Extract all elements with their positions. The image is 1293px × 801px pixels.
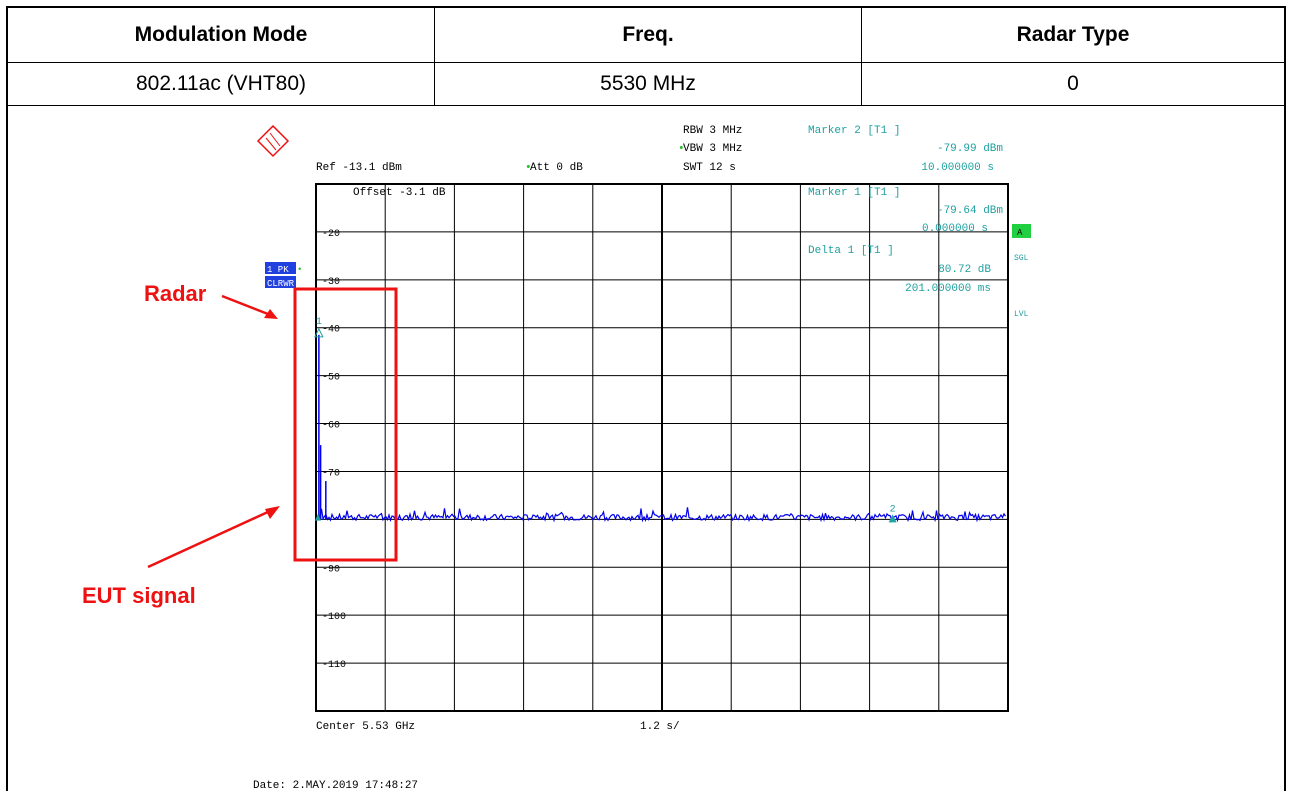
marker-2-label: 2 [890, 504, 896, 515]
rbw-label: RBW 3 MHz [683, 125, 742, 137]
trace-badge-2 [265, 276, 296, 288]
trace-group [316, 507, 1006, 523]
svg-text:•: • [297, 265, 302, 275]
marker-group: 12 [314, 317, 897, 523]
value-modulation: 802.11ac (VHT80) [8, 63, 435, 105]
svg-text:•: • [678, 143, 685, 155]
badge-lvl: LVL [1014, 310, 1029, 319]
m1-title: Marker 1 [T1 ] [808, 187, 900, 199]
d1-level: 80.72 dB [938, 264, 991, 276]
m1-time: 0.000000 s [922, 223, 988, 235]
badge-a [1012, 224, 1031, 238]
trace-mode-2: CLRWR [267, 279, 295, 289]
header-freq: Freq. [435, 8, 862, 62]
result-table: Modulation Mode Freq. Radar Type 802.11a… [6, 6, 1286, 792]
y-tick-label: -50 [322, 373, 340, 384]
eut-arrow [147, 509, 271, 569]
xdiv-label: 1.2 s/ [640, 721, 680, 733]
m2-title: Marker 2 [T1 ] [808, 125, 900, 137]
center-label: Center 5.53 GHz [316, 721, 415, 733]
vbw-label: VBW 3 MHz [683, 143, 742, 155]
radar-arrow [221, 294, 274, 318]
y-tick-label: -110 [322, 660, 346, 671]
d1-title: Delta 1 [T1 ] [808, 245, 894, 257]
marker-2-point [888, 514, 897, 523]
y-tick-label: -30 [322, 277, 340, 288]
y-tick-label: -20 [322, 229, 340, 240]
m1-level: -79.64 dBm [937, 205, 1003, 217]
header-radar-type: Radar Type [1016, 23, 1130, 46]
marker-1-label: 1 [316, 317, 322, 328]
y-tick-label: -90 [322, 564, 340, 575]
spectrum-plot: RBW 3 MHz • VBW 3 MHz SWT 12 s Ref -13.1… [147, 124, 1031, 792]
y-tick-label: -70 [322, 468, 340, 479]
svg-text:•: • [525, 162, 532, 174]
radar-highlight-box [293, 287, 398, 562]
eut-annotation: EUT signal [82, 583, 196, 608]
offset-label: Offset -3.1 dB [353, 187, 446, 199]
swt-label: SWT 12 s [683, 162, 736, 174]
m2-level: -79.99 dBm [937, 143, 1003, 155]
header-row: Modulation Mode Freq. Radar Type [8, 8, 1284, 63]
spectrum-plot-area: RBW 3 MHz • VBW 3 MHz SWT 12 s Ref -13.1… [8, 106, 1284, 792]
badge-sgl: SGL [1014, 254, 1029, 263]
badge-a-label: A [1017, 228, 1023, 238]
trace-badge-1 [265, 262, 296, 274]
trace-mode-1: 1 PK [267, 265, 289, 275]
rs-logo-icon [256, 124, 290, 158]
ref-label: Ref -13.1 dBm [316, 162, 402, 174]
att-label: Att 0 dB [530, 162, 583, 174]
y-tick-label: -60 [322, 421, 340, 432]
radar-pulses [318, 334, 327, 520]
value-row: 802.11ac (VHT80) 5530 MHz 0 [8, 63, 1284, 106]
m2-time: 10.000000 s [921, 162, 994, 174]
y-tick-label: -40 [322, 325, 340, 336]
date-label: Date: 2.MAY.2019 17:48:27 [253, 780, 418, 792]
value-freq: 5530 MHz [435, 63, 862, 105]
y-tick-label: -100 [322, 612, 346, 623]
noise-trace [316, 507, 1006, 523]
header-modulation: Modulation Mode [8, 8, 435, 62]
marker-1-delta [314, 327, 324, 338]
marker-1-point [315, 513, 321, 521]
value-radar-type: 0 [1067, 72, 1079, 95]
radar-annotation: Radar [144, 281, 207, 306]
plot-grid: -20 -30 -40 -50 -60 -70 -90 -100 -110 [315, 183, 1009, 712]
d1-time: 201.000000 ms [905, 283, 991, 295]
